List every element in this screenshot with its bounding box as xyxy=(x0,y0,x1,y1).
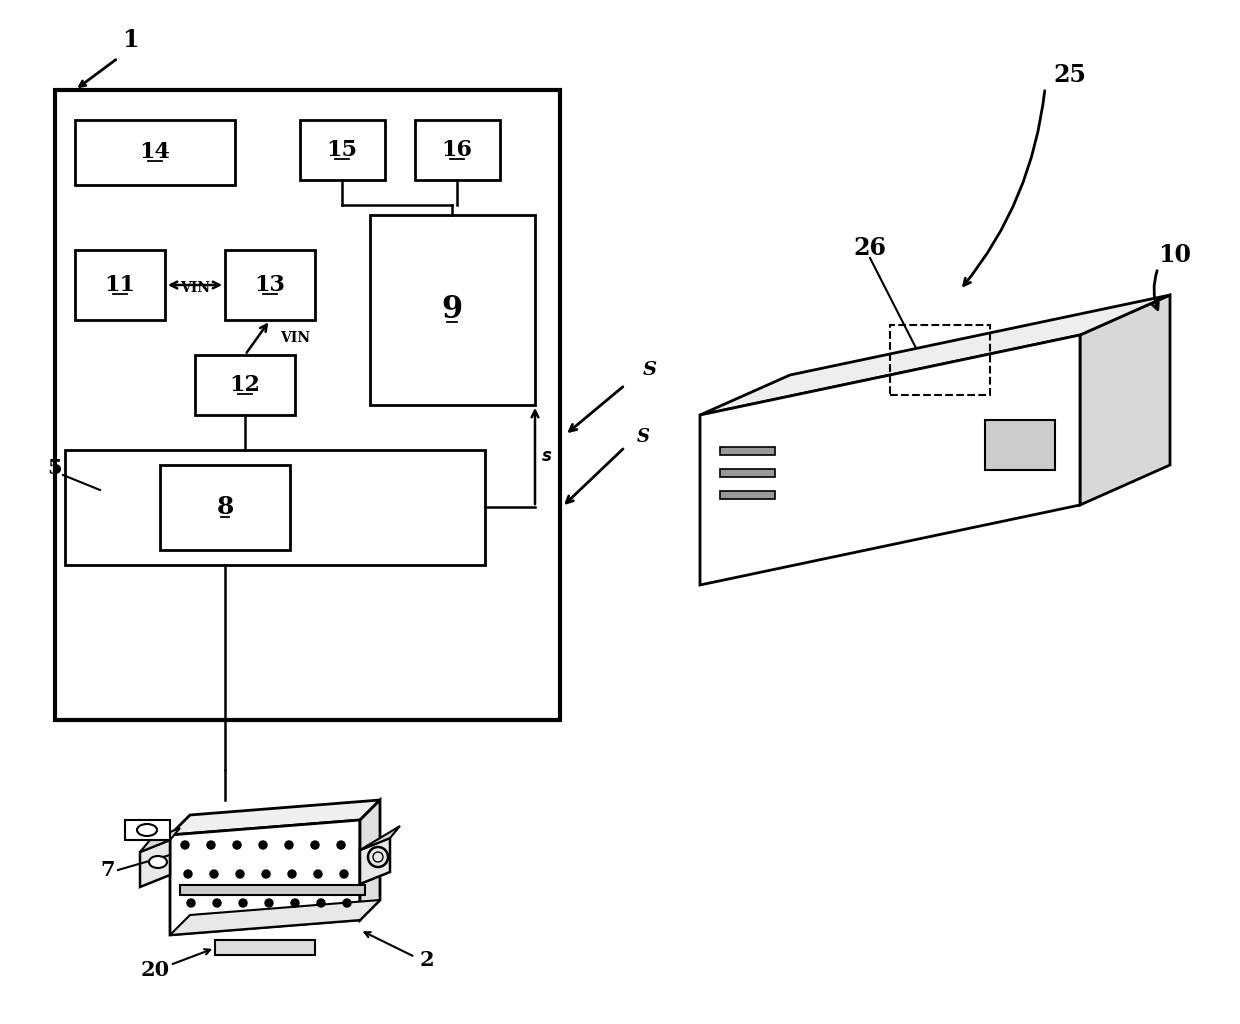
Bar xyxy=(720,490,775,499)
Circle shape xyxy=(236,870,244,878)
Polygon shape xyxy=(701,295,1171,415)
Circle shape xyxy=(213,899,221,907)
Circle shape xyxy=(265,899,273,907)
Polygon shape xyxy=(360,800,379,920)
Text: 1: 1 xyxy=(122,28,138,52)
Circle shape xyxy=(210,870,218,878)
Text: 15: 15 xyxy=(326,139,357,161)
Polygon shape xyxy=(170,820,360,935)
Bar xyxy=(160,465,290,550)
Text: S: S xyxy=(637,428,650,446)
Ellipse shape xyxy=(136,824,157,836)
Circle shape xyxy=(239,899,247,907)
Polygon shape xyxy=(170,800,379,835)
Text: 2: 2 xyxy=(420,950,435,970)
Bar xyxy=(720,469,775,477)
Text: 14: 14 xyxy=(140,141,170,163)
Text: 11: 11 xyxy=(104,274,135,296)
Text: 10: 10 xyxy=(1158,243,1192,267)
Bar xyxy=(180,885,365,895)
Text: 25: 25 xyxy=(1054,63,1086,87)
Text: S: S xyxy=(644,361,657,379)
Bar xyxy=(300,120,384,180)
Text: 8: 8 xyxy=(216,495,233,519)
Circle shape xyxy=(207,841,215,849)
Ellipse shape xyxy=(149,856,167,868)
Bar xyxy=(195,355,295,415)
Bar xyxy=(720,447,775,455)
Text: 26: 26 xyxy=(853,236,887,260)
Circle shape xyxy=(343,899,351,907)
Bar xyxy=(224,250,315,319)
Circle shape xyxy=(311,841,319,849)
Text: 13: 13 xyxy=(254,274,285,296)
Text: 9: 9 xyxy=(441,295,463,326)
Text: 12: 12 xyxy=(229,374,260,396)
Polygon shape xyxy=(360,826,401,850)
Circle shape xyxy=(285,841,293,849)
Polygon shape xyxy=(140,840,170,887)
Circle shape xyxy=(314,870,322,878)
Text: 20: 20 xyxy=(140,961,170,980)
Circle shape xyxy=(317,899,325,907)
Polygon shape xyxy=(701,335,1080,585)
Bar xyxy=(55,90,560,720)
Bar xyxy=(890,325,990,395)
Circle shape xyxy=(262,870,270,878)
Polygon shape xyxy=(1080,295,1171,505)
Polygon shape xyxy=(170,900,379,935)
Text: 7: 7 xyxy=(100,860,115,880)
Circle shape xyxy=(291,899,299,907)
Circle shape xyxy=(288,870,296,878)
Polygon shape xyxy=(360,838,391,884)
Circle shape xyxy=(187,899,195,907)
Circle shape xyxy=(181,841,188,849)
Text: 5: 5 xyxy=(47,458,62,478)
Bar xyxy=(415,120,500,180)
Polygon shape xyxy=(140,828,180,852)
Bar xyxy=(985,420,1055,470)
Text: 16: 16 xyxy=(441,139,472,161)
Bar xyxy=(64,450,485,565)
Circle shape xyxy=(233,841,241,849)
Text: s: s xyxy=(542,447,552,465)
Polygon shape xyxy=(125,820,170,840)
Circle shape xyxy=(184,870,192,878)
Polygon shape xyxy=(215,940,315,955)
Circle shape xyxy=(340,870,348,878)
Bar xyxy=(370,215,534,406)
Bar xyxy=(74,120,236,185)
Text: VIN: VIN xyxy=(280,331,310,344)
Circle shape xyxy=(259,841,267,849)
Text: VIN: VIN xyxy=(180,281,210,295)
Circle shape xyxy=(337,841,345,849)
Bar xyxy=(74,250,165,319)
